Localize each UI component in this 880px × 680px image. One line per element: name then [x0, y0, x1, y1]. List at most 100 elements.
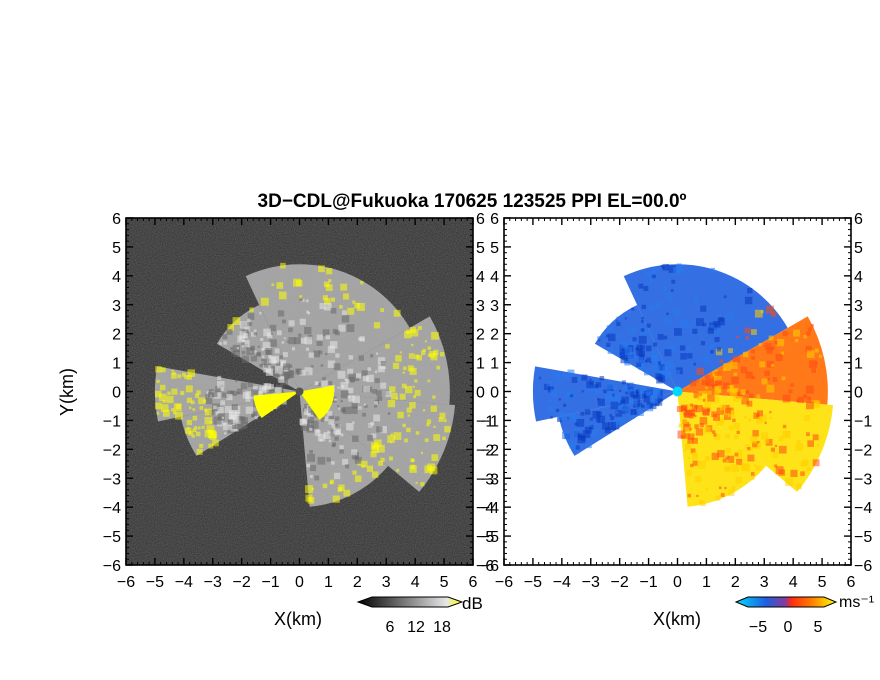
- y-tick-label-right: 5: [854, 240, 863, 257]
- near-range-saturation: [299, 385, 335, 420]
- velocity-speckle: [764, 421, 767, 425]
- velocity-speckle: [707, 394, 715, 402]
- velocity-speckle: [694, 424, 699, 429]
- velocity-speckle: [807, 327, 812, 332]
- velocity-speckle: [697, 460, 706, 469]
- y-tick-label-right: −1: [476, 413, 494, 430]
- velocity-speckle: [588, 424, 592, 427]
- reflectivity-speckle: [354, 302, 360, 309]
- reflectivity-speckle: [352, 470, 357, 475]
- velocity-speckle: [807, 467, 811, 471]
- reflectivity-speckle: [171, 369, 174, 373]
- velocity-speckle: [776, 338, 785, 347]
- velocity-speckle: [641, 304, 646, 310]
- reflectivity-speckle: [392, 362, 400, 370]
- velocity-speckle: [557, 412, 566, 421]
- velocity-speckle: [736, 458, 743, 466]
- velocity-speckle: [606, 325, 614, 333]
- reflectivity-speckle: [374, 370, 378, 374]
- y-tick-label: −5: [103, 529, 121, 546]
- x-tick-label: 4: [411, 574, 420, 591]
- velocity-speckle: [731, 464, 739, 472]
- velocity-speckle: [610, 401, 619, 410]
- reflectivity-speckle: [253, 332, 258, 336]
- velocity-speckle: [695, 405, 703, 413]
- velocity-speckle: [573, 433, 578, 438]
- reflectivity-speckle: [247, 313, 255, 320]
- velocity-speckle: [692, 460, 698, 466]
- velocity-speckle: [785, 478, 794, 486]
- reflectivity-speckle: [424, 465, 433, 474]
- reflectivity-speckle: [326, 410, 333, 417]
- velocity-speckle: [785, 431, 791, 437]
- y-tick-label: 2: [490, 327, 499, 344]
- velocity-speckle: [602, 422, 610, 430]
- y-tick-label-right: 4: [854, 269, 863, 286]
- reflectivity-speckle: [293, 278, 301, 287]
- velocity-speckle: [740, 389, 746, 395]
- reflectivity-speckle: [348, 373, 357, 382]
- velocity-speckle: [766, 377, 770, 381]
- reflectivity-speckle: [325, 284, 333, 291]
- x-tick-label: 3: [760, 574, 769, 591]
- reflectivity-speckle: [340, 407, 346, 413]
- reflectivity-speckle: [263, 363, 268, 368]
- reflectivity-speckle: [337, 386, 340, 389]
- velocity-speckle: [714, 337, 720, 343]
- reflectivity-speckle: [281, 341, 285, 344]
- reflectivity-speckle: [330, 297, 336, 302]
- reflectivity-speckle: [338, 407, 341, 410]
- reflectivity-speckle: [262, 341, 271, 350]
- reflectivity-speckle: [352, 300, 356, 304]
- velocity-speckle: [769, 411, 772, 414]
- reflectivity-speckle: [166, 395, 174, 404]
- velocity-speckle: [766, 305, 774, 314]
- y-tick-label: −6: [103, 558, 121, 575]
- velocity-speckle: [684, 433, 690, 439]
- x-tick-label: 2: [731, 574, 740, 591]
- reflectivity-speckle: [350, 406, 358, 414]
- reflectivity-speckle: [263, 383, 269, 388]
- reflectivity-speckle: [237, 335, 245, 343]
- velocity-speckle: [736, 335, 740, 339]
- reflectivity-speckle: [220, 400, 226, 406]
- reflectivity-speckle: [180, 390, 185, 396]
- reflectivity-speckle: [257, 391, 263, 396]
- velocity-speckle: [756, 410, 764, 417]
- velocity-speckle: [812, 434, 819, 441]
- reflectivity-speckle: [232, 317, 241, 325]
- velocity-speckle: [649, 395, 658, 404]
- velocity-speckle: [758, 343, 762, 347]
- reflectivity-speckle: [171, 408, 175, 412]
- x-tick-label: −2: [611, 574, 629, 591]
- reflectivity-speckle: [413, 395, 417, 399]
- velocity-speckle: [696, 379, 700, 383]
- velocity-speckle: [573, 427, 580, 434]
- y-tick-label-right: 6: [854, 211, 863, 228]
- velocity-speckle: [620, 404, 624, 408]
- velocity-echo-layer: [532, 263, 834, 507]
- velocity-speckle: [647, 368, 651, 372]
- y-tick-label-right: 3: [854, 298, 863, 315]
- y-tick-label: 5: [112, 240, 121, 257]
- reflectivity-speckle: [407, 365, 414, 372]
- reflectivity-speckle: [327, 430, 331, 434]
- velocity-speckle: [650, 366, 656, 372]
- reflectivity-speckle: [304, 367, 313, 376]
- velocity-speckle: [704, 353, 709, 357]
- velocity-speckle: [550, 390, 558, 397]
- velocity-speckle: [742, 351, 749, 358]
- velocity-speckle: [736, 430, 740, 435]
- reflectivity-speckle: [208, 443, 214, 449]
- reflectivity-speckle: [185, 427, 192, 434]
- velocity-speckle: [770, 447, 776, 452]
- velocity-speckle: [724, 465, 731, 472]
- db-colorbar-tick: 6: [386, 619, 395, 636]
- velocity-speckle: [715, 495, 721, 501]
- reflectivity-speckle: [303, 420, 308, 424]
- y-tick-label: −4: [481, 500, 499, 517]
- velocity-speckle: [640, 328, 645, 332]
- reflectivity-speckle: [212, 439, 219, 447]
- velocity-speckle: [704, 455, 711, 462]
- velocity-speckle: [597, 415, 606, 424]
